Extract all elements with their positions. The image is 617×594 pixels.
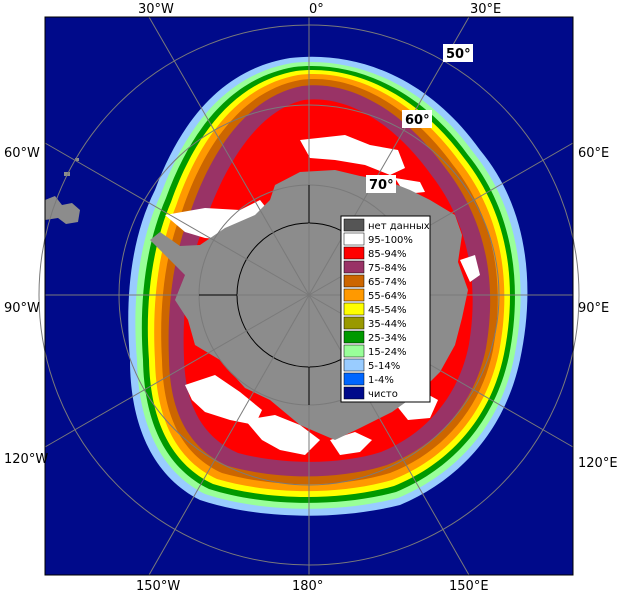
- legend-label: нет данных: [368, 221, 430, 232]
- lon-label-left: 90°W: [4, 301, 40, 316]
- legend-label: 1-4%: [368, 375, 394, 386]
- lat-label-bg: [402, 110, 432, 128]
- legend-swatch: [343, 288, 365, 302]
- meridian: [148, 294, 310, 576]
- legend-label: 45-54%: [368, 305, 407, 316]
- legend-swatch: [343, 372, 365, 386]
- meridian: [308, 16, 470, 296]
- meridian: [44, 142, 310, 296]
- lon-label-bottom: 150°E: [449, 579, 489, 594]
- lon-label-top: 30°E: [470, 2, 501, 17]
- lat-label: 60°: [405, 113, 430, 128]
- lon-label-bottom: 150°W: [136, 579, 180, 594]
- lat-label-bg: [443, 44, 473, 62]
- legend-label: 65-74%: [368, 277, 407, 288]
- legend-swatch: [343, 316, 365, 330]
- legend: нет данных 95-100% 85-94% 75-84% 65-74% 55-64…: [340, 215, 431, 403]
- meridian: [308, 294, 470, 576]
- ice-patch-95-100: [245, 415, 320, 455]
- meridian: [148, 16, 310, 296]
- legend-swatch: [343, 260, 365, 274]
- lat-label: 50°: [446, 47, 471, 62]
- lat-label-bg: [366, 175, 396, 193]
- lon-label-right: 60°E: [578, 146, 609, 161]
- legend-swatch: [343, 274, 365, 288]
- lon-label-bottom: 180°: [292, 579, 323, 594]
- legend-swatch: [343, 358, 365, 372]
- legend-label: 5-14%: [368, 361, 400, 372]
- legend-swatch: [343, 344, 365, 358]
- legend-swatch: [343, 246, 365, 260]
- legend-swatch: [343, 232, 365, 246]
- lon-label-top: 0°: [309, 2, 324, 17]
- legend-label: 55-64%: [368, 291, 407, 302]
- legend-label: 75-84%: [368, 263, 407, 274]
- lat-label: 70°: [369, 178, 394, 193]
- lon-label-top: 30°W: [138, 2, 174, 17]
- legend-label: 85-94%: [368, 249, 407, 260]
- ice-patch-95-100: [330, 432, 372, 455]
- ice-patch-95-100: [460, 255, 480, 282]
- lon-label-right: 90°E: [578, 301, 609, 316]
- island-fragment: [64, 172, 70, 176]
- legend-label: чисто: [368, 389, 398, 400]
- legend-label: 95-100%: [368, 235, 413, 246]
- lon-label-right: 120°E: [578, 456, 617, 471]
- south-america-land: [45, 196, 80, 224]
- legend-swatch: [343, 302, 365, 316]
- lon-label-left: 60°W: [4, 146, 40, 161]
- ice-patch-95-100: [185, 375, 262, 425]
- legend-label: 15-24%: [368, 347, 407, 358]
- legend-label: 35-44%: [368, 319, 407, 330]
- legend-swatch: [343, 330, 365, 344]
- lon-label-left: 120°W: [4, 452, 48, 467]
- legend-swatch: [343, 218, 365, 232]
- map-frame: [44, 16, 574, 576]
- ice-patch-95-100: [300, 135, 405, 175]
- meridian: [44, 294, 310, 448]
- island-fragment: [75, 158, 79, 161]
- legend-swatch: [343, 386, 365, 400]
- legend-label: 25-34%: [368, 333, 407, 344]
